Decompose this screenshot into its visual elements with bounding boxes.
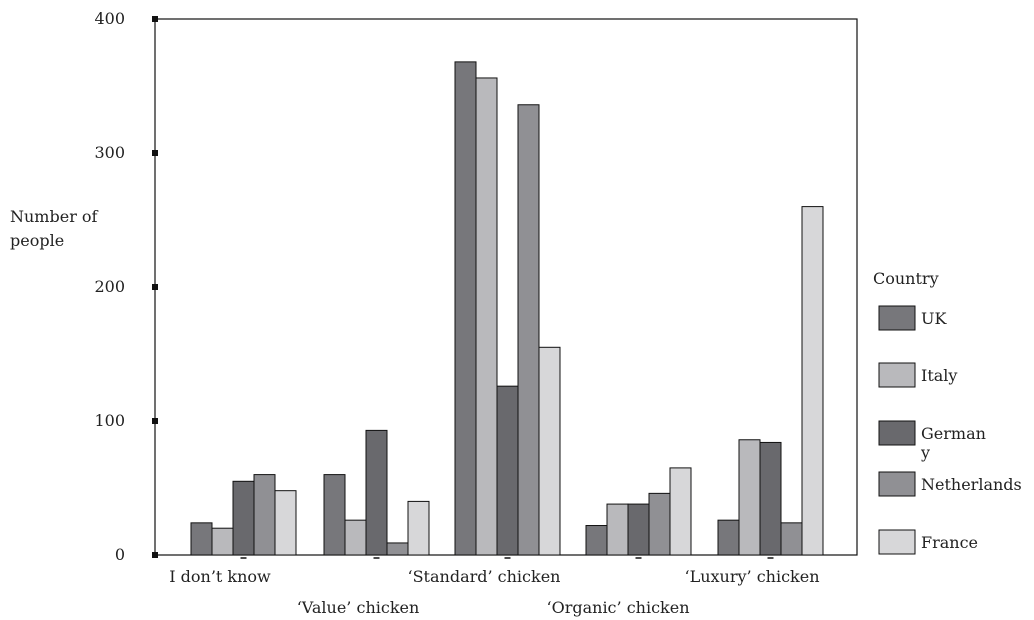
bar-italy-3 xyxy=(606,503,629,556)
bar-uk-1 xyxy=(323,474,346,556)
y-tick-label: 100 xyxy=(94,411,125,430)
x-category-label: ‘Organic’ chicken xyxy=(547,598,690,617)
legend-label: France xyxy=(921,533,978,552)
y-tick-mark xyxy=(152,284,158,290)
legend-swatch-france xyxy=(878,529,916,555)
x-category-label: ‘Luxury’ chicken xyxy=(684,567,819,586)
bars xyxy=(190,61,824,556)
legend-label: Italy xyxy=(921,366,957,385)
x-category-label: ‘Standard’ chicken xyxy=(408,567,561,586)
bar-italy-1 xyxy=(344,519,367,556)
bar-germany-3 xyxy=(627,503,650,556)
x-category-label: I don’t know xyxy=(169,567,271,586)
bar-netherlands-2 xyxy=(517,104,540,556)
bar-france-2 xyxy=(538,346,561,556)
legend-title: Country xyxy=(873,269,939,288)
y-tick-mark xyxy=(152,418,158,424)
y-tick-label: 400 xyxy=(94,9,125,28)
y-axis-label: Number of people xyxy=(10,207,99,250)
bar-uk-3 xyxy=(585,525,608,556)
legend-label: German xyxy=(921,424,986,443)
legend-label: UK xyxy=(921,309,947,328)
y-tick-mark xyxy=(152,16,158,22)
y-tick-label: 0 xyxy=(115,545,125,564)
bar-italy-4 xyxy=(738,439,761,556)
bar-uk-0 xyxy=(190,522,213,556)
y-axis-label-line: people xyxy=(10,231,64,250)
bar-netherlands-4 xyxy=(780,522,803,556)
bar-italy-0 xyxy=(211,527,234,556)
bar-italy-2 xyxy=(475,77,498,556)
bar-germany-2 xyxy=(496,385,519,556)
legend-swatch-italy xyxy=(878,362,916,388)
bar-netherlands-0 xyxy=(253,474,276,556)
legend-label: Netherlands xyxy=(921,475,1022,494)
legend-label: y xyxy=(920,443,930,462)
bar-netherlands-1 xyxy=(386,542,409,556)
bar-germany-1 xyxy=(365,429,388,556)
legend-swatch-netherlands xyxy=(878,471,916,497)
bar-germany-4 xyxy=(759,441,782,556)
x-category-label: ‘Value’ chicken xyxy=(297,598,420,617)
y-tick-mark xyxy=(152,150,158,156)
bar-france-4 xyxy=(801,206,824,556)
legend-swatch-uk xyxy=(878,305,916,331)
bar-france-1 xyxy=(407,500,430,556)
y-tick-label: 300 xyxy=(94,143,125,162)
y-tick-label: 200 xyxy=(94,277,125,296)
legend-swatch-germany xyxy=(878,420,916,446)
bar-uk-2 xyxy=(454,61,477,556)
bar-france-3 xyxy=(669,467,692,556)
x-axis-labels: I don’t know ‘Value’ chicken ‘Standard’ ch… xyxy=(169,567,819,617)
bar-uk-4 xyxy=(717,519,740,556)
y-tick-mark xyxy=(152,552,158,558)
bar-netherlands-3 xyxy=(648,492,671,556)
y-axis-label-line: Number of xyxy=(10,207,99,226)
bar-germany-0 xyxy=(232,480,255,556)
bar-france-0 xyxy=(274,490,297,556)
